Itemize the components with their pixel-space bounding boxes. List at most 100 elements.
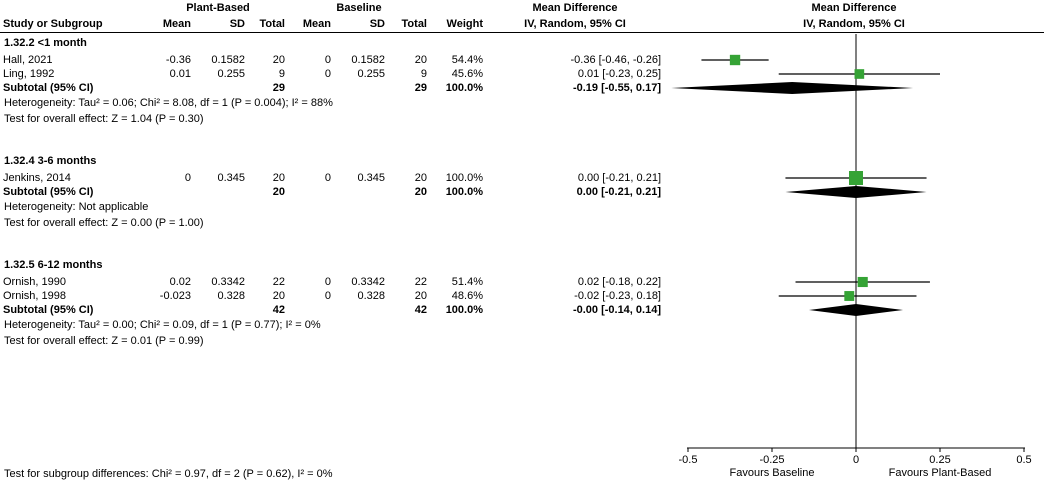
subgroup-title-label: 1.32.4 3-6 months bbox=[4, 155, 97, 167]
mean2-value: 0 bbox=[324, 290, 331, 302]
mean2-value: 0 bbox=[324, 276, 331, 288]
subtotal-total1: 20 bbox=[272, 186, 285, 198]
subtotal-weight: 100.0% bbox=[445, 304, 483, 316]
group2-header: Baseline bbox=[336, 2, 382, 14]
mean1-column-header: Mean bbox=[162, 18, 191, 30]
total2-value: 22 bbox=[414, 276, 427, 288]
sd2-value: 0.345 bbox=[357, 172, 385, 184]
heterogeneity-row: Heterogeneity: Not applicable bbox=[0, 199, 1044, 215]
mean1-value: 0 bbox=[184, 172, 191, 184]
ci-text: -0.36 [-0.46, -0.26] bbox=[570, 54, 662, 66]
sd1-value: 0.328 bbox=[217, 290, 245, 302]
study-name: Jenkins, 2014 bbox=[3, 172, 71, 184]
mean1-value: 0.02 bbox=[169, 276, 191, 288]
subtotal-weight: 100.0% bbox=[445, 186, 483, 198]
heterogeneity-text: Heterogeneity: Tau² = 0.00; Chi² = 0.09,… bbox=[4, 319, 321, 331]
x-axis-tick-label: -0.5 bbox=[679, 454, 698, 466]
subtotal-ci-text: -0.19 [-0.55, 0.17] bbox=[572, 82, 661, 94]
study-row: Jenkins, 2014 0 0.345 20 0 0.345 20 100.… bbox=[0, 171, 1044, 185]
favours-right-label: Favours Plant-Based bbox=[889, 467, 992, 479]
subtotal-row: Subtotal (95% CI) 29 29 100.0% -0.19 [-0… bbox=[0, 81, 1044, 95]
mean2-value: 0 bbox=[324, 172, 331, 184]
study-row: Hall, 2021 -0.36 0.1582 20 0 0.1582 20 5… bbox=[0, 53, 1044, 67]
study-name: Hall, 2021 bbox=[3, 54, 53, 66]
mean1-value: -0.36 bbox=[165, 54, 191, 66]
subtotal-row: Subtotal (95% CI) 42 42 100.0% -0.00 [-0… bbox=[0, 303, 1044, 317]
heterogeneity-text: Heterogeneity: Tau² = 0.06; Chi² = 8.08,… bbox=[4, 97, 333, 109]
section-spacer bbox=[0, 231, 1044, 255]
total1-value: 20 bbox=[272, 290, 285, 302]
weight-value: 54.4% bbox=[451, 54, 483, 66]
overall-effect-text: Test for overall effect: Z = 0.01 (P = 0… bbox=[4, 335, 204, 347]
total2-value: 20 bbox=[414, 290, 427, 302]
overall-effect-row: Test for overall effect: Z = 0.00 (P = 1… bbox=[0, 215, 1044, 231]
weight-value: 100.0% bbox=[445, 172, 483, 184]
md-method-plot-header: IV, Random, 95% CI bbox=[803, 18, 905, 30]
overall-effect-text: Test for overall effect: Z = 0.00 (P = 1… bbox=[4, 217, 204, 229]
study-name: Ling, 1992 bbox=[3, 68, 55, 80]
study-row: Ling, 1992 0.01 0.255 9 0 0.255 9 45.6% … bbox=[0, 67, 1044, 81]
subgroup-difference-text: Test for subgroup differences: Chi² = 0.… bbox=[4, 468, 333, 480]
header-group-row: Plant-Based Baseline Mean Difference Mea… bbox=[0, 0, 1044, 16]
subtotal-total1: 42 bbox=[272, 304, 285, 316]
heterogeneity-row: Heterogeneity: Tau² = 0.06; Chi² = 8.08,… bbox=[0, 95, 1044, 111]
subtotal-total2: 20 bbox=[414, 186, 427, 198]
subtotal-ci-text: -0.00 [-0.14, 0.14] bbox=[572, 304, 661, 316]
subgroup-title: 1.32.4 3-6 months bbox=[0, 151, 1044, 171]
study-row: Ornish, 1998 -0.023 0.328 20 0 0.328 20 … bbox=[0, 289, 1044, 303]
total2-value: 20 bbox=[414, 54, 427, 66]
total1-value: 20 bbox=[272, 54, 285, 66]
study-name: Ornish, 1990 bbox=[3, 276, 66, 288]
sd1-value: 0.345 bbox=[217, 172, 245, 184]
subtotal-label: Subtotal (95% CI) bbox=[3, 82, 94, 94]
subtotal-label: Subtotal (95% CI) bbox=[3, 304, 94, 316]
section-spacer bbox=[0, 127, 1044, 151]
total2-value: 20 bbox=[414, 172, 427, 184]
heterogeneity-row: Heterogeneity: Tau² = 0.00; Chi² = 0.09,… bbox=[0, 317, 1044, 333]
total1-value: 22 bbox=[272, 276, 285, 288]
group1-header: Plant-Based bbox=[186, 2, 250, 14]
sd1-value: 0.3342 bbox=[211, 276, 245, 288]
sd1-column-header: SD bbox=[229, 18, 245, 30]
md-text-column-header: Mean Difference bbox=[532, 2, 618, 14]
x-axis-tick-label: 0.25 bbox=[929, 454, 950, 466]
total1-value: 9 bbox=[278, 68, 285, 80]
heterogeneity-text: Heterogeneity: Not applicable bbox=[4, 201, 149, 213]
mean2-value: 0 bbox=[324, 68, 331, 80]
x-axis-tick-label: -0.25 bbox=[759, 454, 784, 466]
ci-text: 0.01 [-0.23, 0.25] bbox=[577, 68, 661, 80]
favours-left-label: Favours Baseline bbox=[730, 467, 815, 479]
subtotal-row: Subtotal (95% CI) 20 20 100.0% 0.00 [-0.… bbox=[0, 185, 1044, 199]
weight-column-header: Weight bbox=[446, 18, 483, 30]
sd2-value: 0.255 bbox=[357, 68, 385, 80]
ci-text: 0.02 [-0.18, 0.22] bbox=[577, 276, 661, 288]
study-column-header: Study or Subgroup bbox=[3, 18, 103, 30]
subtotal-total2: 42 bbox=[414, 304, 427, 316]
overall-effect-text: Test for overall effect: Z = 1.04 (P = 0… bbox=[4, 113, 204, 125]
overall-effect-row: Test for overall effect: Z = 1.04 (P = 0… bbox=[0, 111, 1044, 127]
subtotal-ci-text: 0.00 [-0.21, 0.21] bbox=[576, 186, 661, 198]
x-axis-tick-label: 0.5 bbox=[1016, 454, 1031, 466]
total1-column-header: Total bbox=[259, 18, 285, 30]
sd2-value: 0.1582 bbox=[351, 54, 385, 66]
sd2-column-header: SD bbox=[369, 18, 385, 30]
total2-value: 9 bbox=[420, 68, 427, 80]
ci-text: -0.02 [-0.23, 0.18] bbox=[574, 290, 661, 302]
weight-value: 45.6% bbox=[451, 68, 483, 80]
sd1-value: 0.1582 bbox=[211, 54, 245, 66]
mean2-value: 0 bbox=[324, 54, 331, 66]
subtotal-total2: 29 bbox=[414, 82, 427, 94]
mean2-column-header: Mean bbox=[302, 18, 331, 30]
sd2-value: 0.328 bbox=[357, 290, 385, 302]
header-column-row: Study or Subgroup Mean SD Total Mean SD … bbox=[0, 16, 1044, 33]
weight-value: 48.6% bbox=[451, 290, 483, 302]
mean1-value: -0.023 bbox=[159, 290, 191, 302]
subtotal-label: Subtotal (95% CI) bbox=[3, 186, 94, 198]
subgroup-title: 1.32.5 6-12 months bbox=[0, 255, 1044, 275]
subgroup-title-label: 1.32.5 6-12 months bbox=[4, 259, 103, 271]
total1-value: 20 bbox=[272, 172, 285, 184]
study-name: Ornish, 1998 bbox=[3, 290, 66, 302]
md-plot-column-header: Mean Difference bbox=[811, 2, 897, 14]
overall-effect-row: Test for overall effect: Z = 0.01 (P = 0… bbox=[0, 333, 1044, 349]
